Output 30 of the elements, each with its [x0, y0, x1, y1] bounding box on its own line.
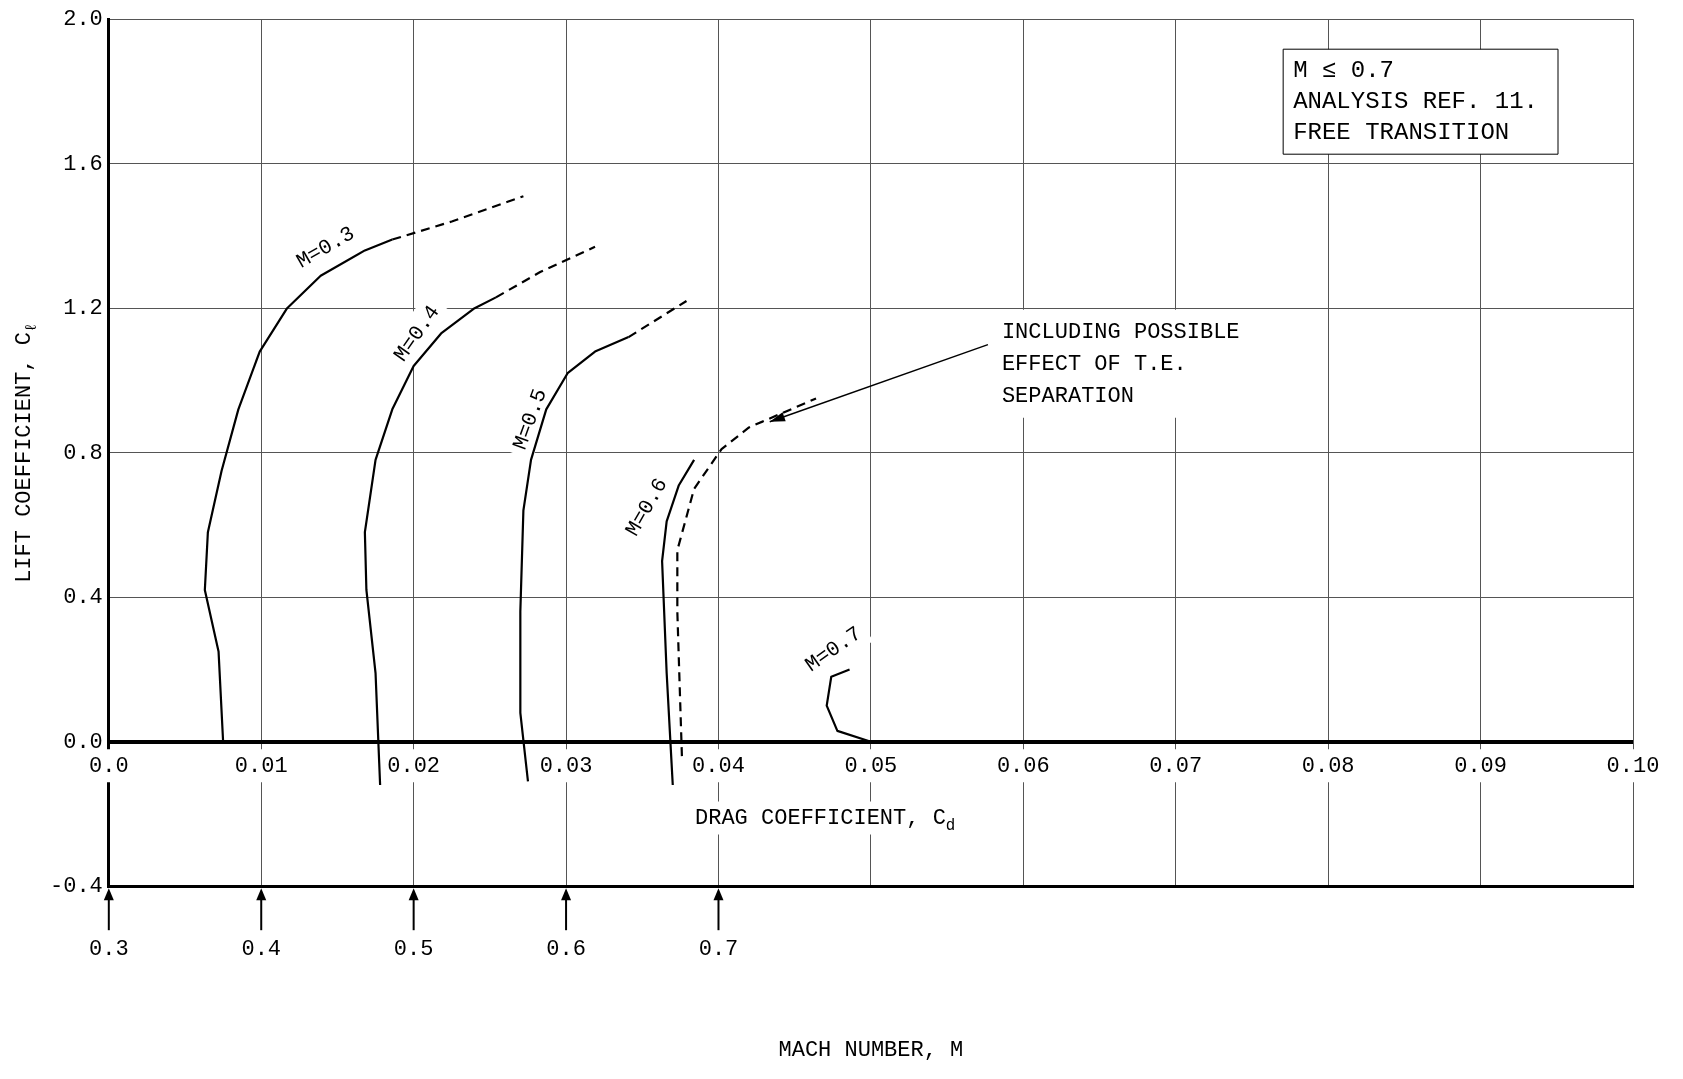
x-tick-label: 0.05 [844, 753, 898, 779]
y-tick-label: 2.0 [63, 7, 103, 33]
y-tick-label: 0.0 [63, 729, 103, 755]
x-tick-label: 0.04 [692, 753, 745, 779]
y-tick-label: -0.4 [50, 874, 103, 900]
annotation: M=0.5 [508, 385, 552, 453]
x-tick-label: 0.01 [234, 753, 288, 779]
x-tick-label: 0.06 [996, 753, 1050, 779]
x-tick-label: 0.02 [387, 753, 441, 779]
annotation: INCLUDING POSSIBLE EFFECT OF T.E. SEPARATION [1001, 319, 1240, 409]
y-tick-label: 0.8 [63, 440, 103, 466]
x2-tick-label: 0.6 [546, 937, 586, 963]
x-tick-label: 0.08 [1301, 753, 1355, 779]
annotation: M ≤ 0.7 [1293, 57, 1394, 85]
y-tick-label: 1.2 [63, 296, 103, 322]
x-tick-label: 0.07 [1149, 753, 1203, 779]
x-tick-label: 0.10 [1606, 753, 1660, 779]
x2-tick-label: 0.3 [89, 937, 129, 963]
x2-tick-label: 0.4 [241, 937, 282, 963]
x2-tick-label: 0.5 [393, 937, 434, 963]
x-tick-label: 0.09 [1454, 753, 1507, 779]
x2-axis-title: MACH NUMBER, M [778, 1037, 964, 1063]
y-tick-label: 1.6 [63, 151, 103, 177]
annotation: ANALYSIS REF. 11. [1293, 88, 1538, 116]
annotation: FREE TRANSITION [1293, 119, 1510, 147]
x-tick-label: 0.0 [89, 753, 129, 779]
y-tick-label: 0.4 [63, 585, 103, 611]
x2-tick-label: 0.7 [698, 937, 739, 963]
x-tick-label: 0.03 [539, 753, 593, 779]
y-axis-title: LIFT COEFFICIENT, Cℓ [11, 322, 41, 583]
